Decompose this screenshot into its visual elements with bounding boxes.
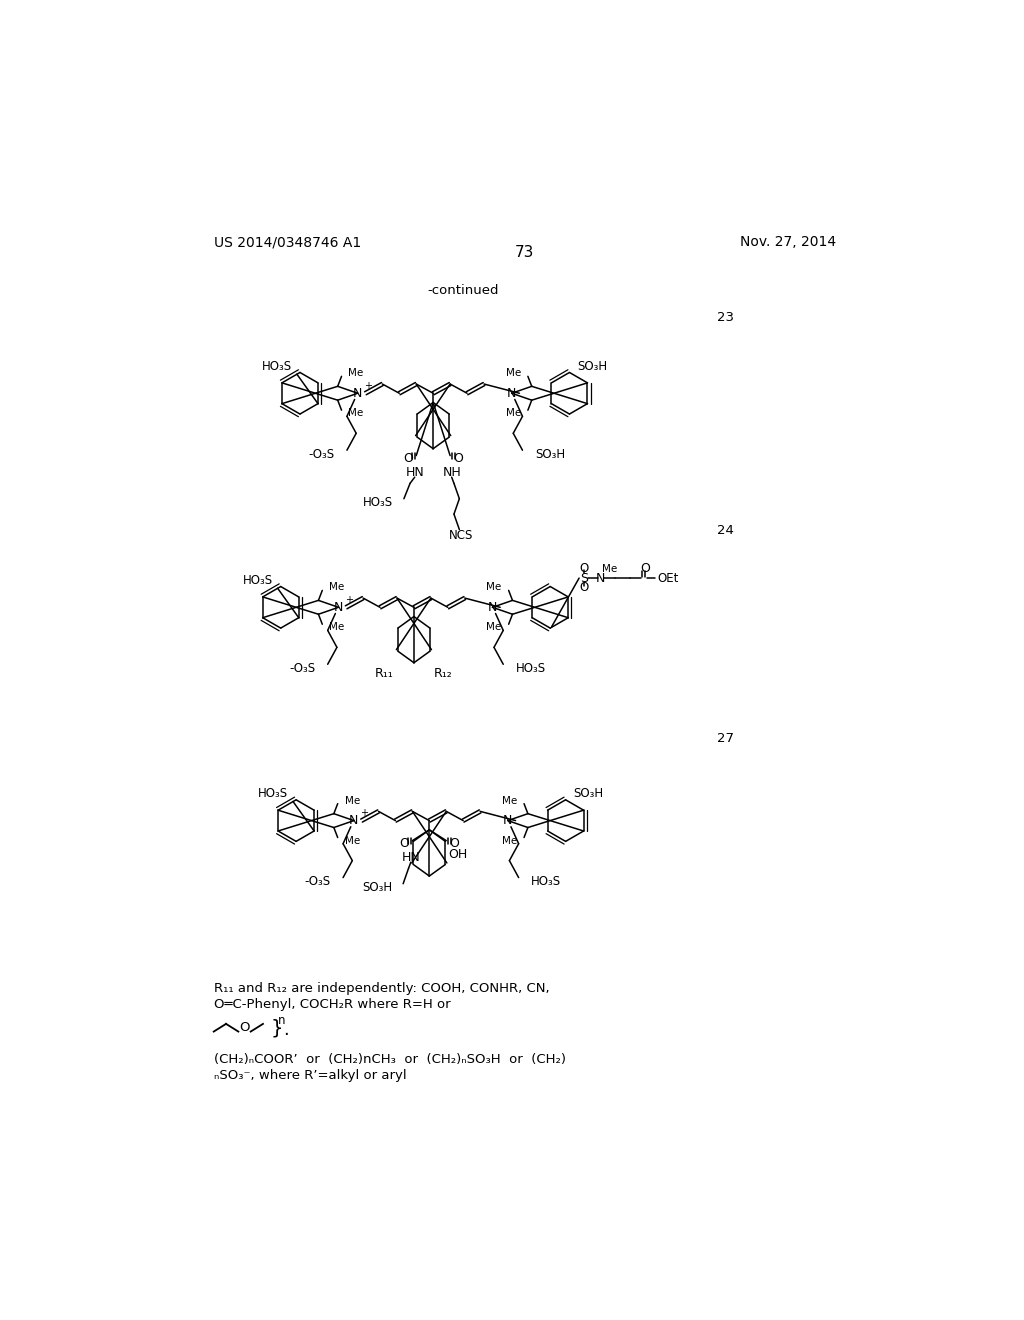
- Text: Me: Me: [345, 796, 359, 805]
- Text: SO₃H: SO₃H: [578, 360, 607, 372]
- Text: Me: Me: [348, 368, 364, 379]
- Text: O: O: [640, 562, 650, 576]
- Text: HO₃S: HO₃S: [362, 496, 393, 510]
- Text: N: N: [353, 387, 362, 400]
- Text: O═C-Phenyl, COCH₂R where R=H or: O═C-Phenyl, COCH₂R where R=H or: [214, 998, 451, 1011]
- Text: O: O: [453, 453, 463, 465]
- Text: N: N: [503, 814, 513, 828]
- Text: O: O: [580, 562, 589, 576]
- Text: }: }: [270, 1018, 284, 1038]
- Text: SO₃H: SO₃H: [362, 880, 392, 894]
- Text: Me: Me: [486, 622, 502, 632]
- Text: US 2014/0348746 A1: US 2014/0348746 A1: [214, 235, 361, 249]
- Text: HO₃S: HO₃S: [262, 360, 292, 372]
- Text: S: S: [580, 572, 588, 585]
- Text: 23: 23: [717, 312, 734, 323]
- Text: Me: Me: [345, 836, 359, 846]
- Text: N: N: [349, 814, 358, 828]
- Text: N: N: [334, 601, 343, 614]
- Text: O: O: [240, 1022, 250, 1035]
- Text: OH: OH: [447, 847, 467, 861]
- Text: 27: 27: [717, 733, 734, 744]
- Text: 24: 24: [717, 524, 734, 537]
- Text: +: +: [364, 380, 372, 391]
- Text: Me: Me: [348, 408, 364, 418]
- Text: HO₃S: HO₃S: [258, 787, 289, 800]
- Text: -O₃S: -O₃S: [289, 661, 315, 675]
- Text: -O₃S: -O₃S: [308, 447, 335, 461]
- Text: NCS: NCS: [449, 529, 473, 543]
- Text: HO₃S: HO₃S: [515, 661, 546, 675]
- Text: NH: NH: [442, 466, 461, 479]
- Text: Nov. 27, 2014: Nov. 27, 2014: [739, 235, 836, 249]
- Text: Me: Me: [330, 622, 344, 632]
- Text: -O₃S: -O₃S: [304, 875, 331, 888]
- Text: Me: Me: [506, 368, 521, 379]
- Text: SO₃H: SO₃H: [535, 447, 565, 461]
- Text: N: N: [596, 572, 605, 585]
- Text: O: O: [580, 581, 589, 594]
- Text: R₁₂: R₁₂: [434, 667, 453, 680]
- Text: R₁₁: R₁₁: [375, 667, 394, 680]
- Text: Me: Me: [502, 836, 517, 846]
- Text: 73: 73: [515, 244, 535, 260]
- Text: HO₃S: HO₃S: [243, 574, 273, 587]
- Text: HO₃S: HO₃S: [531, 875, 561, 888]
- Text: ₙSO₃⁻, where R’=alkyl or aryl: ₙSO₃⁻, where R’=alkyl or aryl: [214, 1069, 407, 1081]
- Text: Me: Me: [502, 796, 517, 805]
- Text: O: O: [403, 453, 414, 465]
- Text: n: n: [278, 1014, 285, 1027]
- Text: .: .: [283, 1022, 289, 1039]
- Text: -continued: -continued: [427, 284, 499, 297]
- Text: +: +: [360, 808, 368, 818]
- Text: (CH₂)ₙCOOR’  or  (CH₂)nCH₃  or  (CH₂)ₙSO₃H  or  (CH₂): (CH₂)ₙCOOR’ or (CH₂)nCH₃ or (CH₂)ₙSO₃H o…: [214, 1053, 565, 1067]
- Text: O: O: [449, 837, 459, 850]
- Text: SO₃H: SO₃H: [573, 787, 603, 800]
- Text: Me: Me: [486, 582, 502, 593]
- Text: Me: Me: [602, 564, 617, 574]
- Text: OEt: OEt: [657, 572, 679, 585]
- Text: Me: Me: [330, 582, 344, 593]
- Text: R₁₁ and R₁₂ are independently: COOH, CONHR, CN,: R₁₁ and R₁₂ are independently: COOH, CON…: [214, 982, 549, 995]
- Text: +: +: [345, 594, 352, 605]
- Text: O: O: [399, 837, 410, 850]
- Text: N: N: [487, 601, 497, 614]
- Text: HN: HN: [401, 851, 420, 865]
- Text: HN: HN: [406, 466, 424, 479]
- Text: N: N: [507, 387, 516, 400]
- Text: Me: Me: [506, 408, 521, 418]
